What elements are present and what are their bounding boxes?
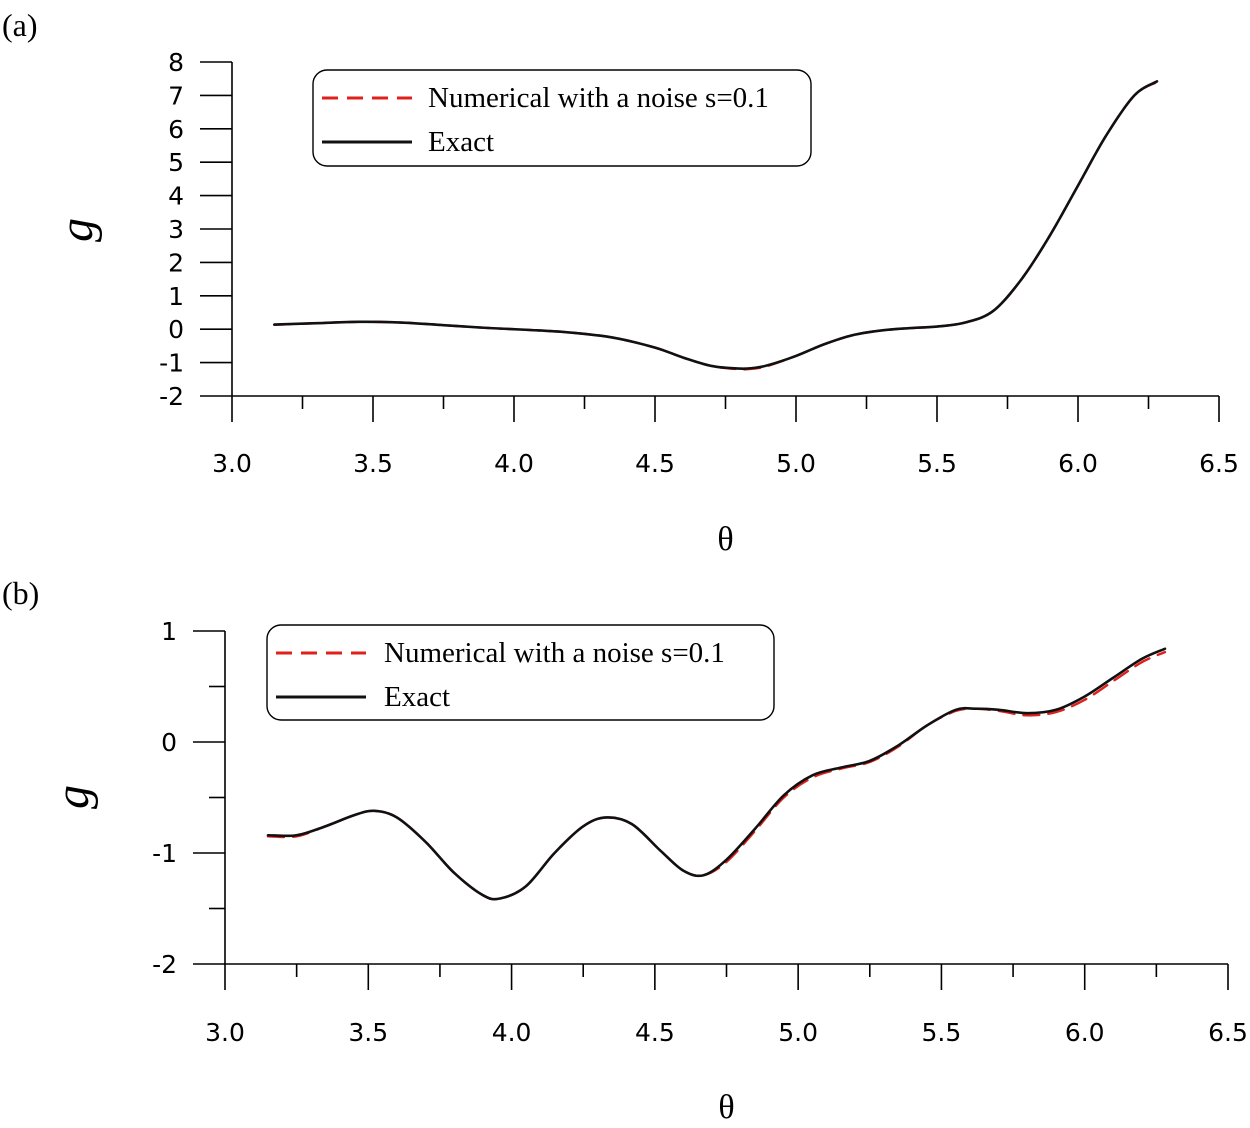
legend-entry: Exact <box>428 126 494 158</box>
x-tick-label: 6.5 <box>1199 449 1239 478</box>
x-tick-label: 3.0 <box>205 1018 245 1047</box>
y-tick-label: -2 <box>159 382 184 411</box>
x-tick-label: 6.0 <box>1058 449 1098 478</box>
y-tick-label: -1 <box>159 349 184 378</box>
y-tick-label: 2 <box>168 248 184 277</box>
panel-label: (a) <box>2 7 38 43</box>
x-tick-label: 4.0 <box>494 449 534 478</box>
panel-a: (a) 3.0 3.5 4.0 4.5 5.0 5.5 6.0 6.5 8 7 6 5 4 3 2 1 0 -1 -2… <box>2 7 1239 558</box>
x-tick-label: 6.0 <box>1065 1018 1105 1047</box>
x-axis-label: θ <box>718 1089 734 1126</box>
y-tick-label: -2 <box>152 950 177 979</box>
x-tick-label: 3.0 <box>212 449 252 478</box>
y-axis-label: g <box>46 785 99 809</box>
legend-entry: Exact <box>384 681 450 713</box>
y-axis-label: g <box>50 218 103 242</box>
x-tick-label: 5.5 <box>917 449 957 478</box>
x-tick-label: 5.5 <box>922 1018 962 1047</box>
x-tick-label: 4.5 <box>635 1018 675 1047</box>
y-tick-label: 8 <box>168 48 184 77</box>
legend-entry: Numerical with a noise s=0.1 <box>428 82 769 114</box>
x-tick-label: 5.0 <box>776 449 816 478</box>
x-tick-label: 3.5 <box>348 1018 388 1047</box>
x-tick-label: 3.5 <box>353 449 393 478</box>
x-tick-label: 5.0 <box>778 1018 818 1047</box>
y-tick-label: 0 <box>168 315 184 344</box>
y-tick-label: 5 <box>168 148 184 177</box>
x-axis-label: θ <box>717 521 733 558</box>
legend: Numerical with a noise s=0.1 Exact <box>312 69 812 167</box>
y-tick-label: 0 <box>161 728 177 757</box>
y-tick-label: 6 <box>168 115 184 144</box>
y-tick-label: 7 <box>168 81 184 110</box>
y-tick-label: 1 <box>168 282 184 311</box>
y-tick-label: 3 <box>168 215 184 244</box>
legend-entry: Numerical with a noise s=0.1 <box>384 637 725 669</box>
legend-box <box>312 69 812 167</box>
legend-box <box>266 624 775 721</box>
y-tick-label: -1 <box>152 839 177 868</box>
panel-b: (b) 3.0 3.5 4.0 4.5 5.0 5.5 6.0 6.5 1 0 -1 -2 θ g Numer… <box>2 575 1248 1126</box>
legend: Numerical with a noise s=0.1 Exact <box>266 624 775 721</box>
panel-label: (b) <box>2 575 39 611</box>
y-tick-label: 4 <box>168 182 184 211</box>
y-tick-label: 1 <box>161 617 177 646</box>
x-tick-label: 4.0 <box>492 1018 532 1047</box>
x-tick-label: 4.5 <box>635 449 675 478</box>
series-line-exact <box>266 647 1167 901</box>
x-tick-label: 6.5 <box>1208 1018 1248 1047</box>
series-line-exact <box>273 80 1159 371</box>
